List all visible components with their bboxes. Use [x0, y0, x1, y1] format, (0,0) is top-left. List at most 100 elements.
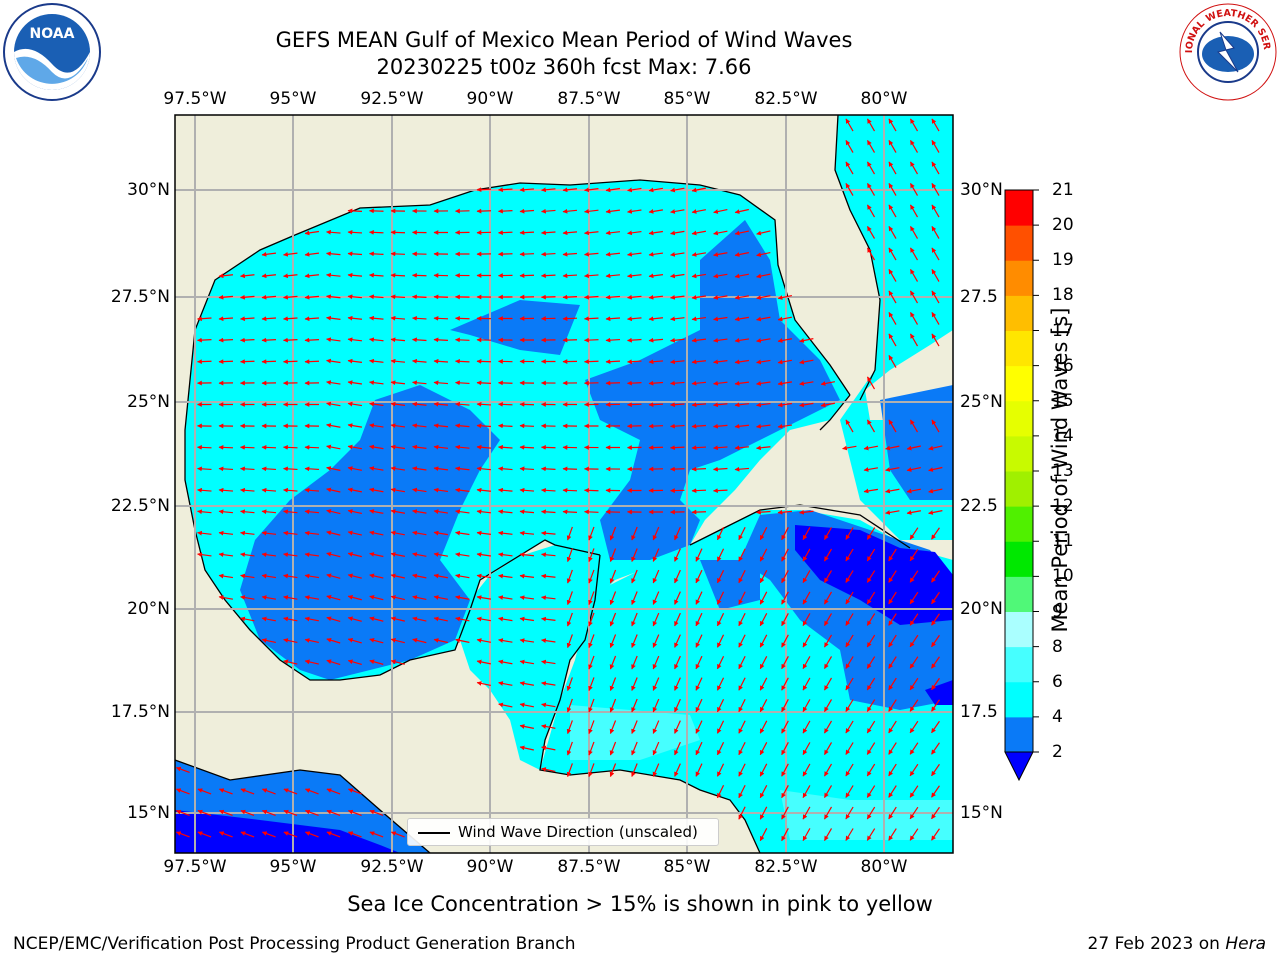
wind-arrow	[866, 785, 876, 798]
wind-arrow	[909, 720, 919, 734]
wind-arrow	[498, 702, 513, 708]
wind-arrow	[674, 612, 681, 627]
wind-arrow	[605, 187, 621, 193]
wind-arrow	[716, 741, 725, 756]
wind-arrow	[799, 509, 814, 515]
wind-arrow	[261, 573, 277, 579]
nws-logo-icon: NATIONAL WEATHER SERVICE	[1174, 0, 1278, 102]
wind-arrow	[476, 423, 492, 429]
wind-arrow	[866, 742, 876, 755]
wind-arrow	[670, 316, 685, 322]
wind-arrow	[240, 573, 255, 579]
wind-arrow	[713, 359, 728, 365]
wind-arrow	[909, 656, 919, 669]
wind-arrow	[799, 359, 814, 365]
wind-arrow	[498, 509, 513, 515]
wind-arrow	[931, 140, 940, 153]
wind-arrow	[716, 677, 725, 691]
wind-arrow	[863, 467, 878, 472]
wind-arrow	[738, 569, 746, 584]
wind-arrow	[519, 681, 534, 686]
wind-arrow	[326, 401, 341, 407]
wind-arrow	[713, 295, 728, 300]
wind-arrow	[498, 423, 513, 429]
colorbar-segment	[1005, 576, 1033, 612]
wind-arrow	[240, 444, 255, 450]
wind-arrow	[866, 828, 876, 841]
wind-arrow	[412, 401, 427, 407]
wind-arrow	[845, 570, 854, 583]
wind-arrow	[390, 337, 406, 343]
wind-arrow	[283, 294, 298, 300]
wind-arrow	[823, 699, 833, 712]
wind-arrow	[648, 294, 664, 300]
wind-arrow	[759, 527, 768, 541]
graticule	[175, 115, 953, 853]
wind-arrow	[695, 677, 703, 691]
wind-arrow	[734, 423, 750, 429]
wind-arrow	[304, 831, 319, 838]
colorbar-segment	[1005, 435, 1033, 472]
wind-arrow	[888, 699, 897, 712]
wind-arrow	[674, 548, 681, 562]
wind-arrow	[802, 548, 811, 562]
lon-tick-bottom: 92.5°W	[360, 857, 424, 877]
colorbar-tick-label: 6	[1052, 671, 1063, 692]
wind-arrow	[584, 316, 599, 322]
wind-arrow	[627, 380, 642, 386]
wind-arrow	[566, 634, 573, 649]
lon-tick-bottom: 87.5°W	[557, 857, 621, 877]
wind-arrow	[609, 720, 617, 734]
wind-arrow	[802, 699, 811, 713]
wind-arrow	[261, 466, 277, 472]
wind-arrow	[218, 788, 233, 795]
wind-arrow	[605, 337, 621, 343]
wind-arrow	[756, 381, 771, 386]
wind-arrow	[519, 487, 535, 493]
wind-arrow	[476, 401, 492, 407]
wind-arrow	[562, 509, 578, 515]
colorbar-tick-label: 20	[1052, 215, 1074, 236]
wind-arrow	[369, 573, 384, 579]
colorbar-tick-label: 8	[1052, 636, 1063, 657]
wind-arrow	[652, 612, 660, 627]
wind-arrow	[519, 530, 535, 536]
colorbar-segment	[1005, 295, 1033, 331]
wind-arrow	[283, 809, 298, 816]
wind-arrow	[326, 358, 341, 364]
wind-arrow	[588, 655, 595, 670]
wind-arrow	[541, 659, 556, 665]
wind-arrow	[691, 445, 707, 451]
wind-arrow	[283, 831, 298, 838]
wind-arrow	[777, 381, 793, 386]
wind-arrow	[888, 204, 897, 218]
wind-arrow	[652, 655, 660, 670]
wind-arrow	[347, 229, 363, 235]
wind-arrow	[631, 698, 638, 713]
wind-arrow	[455, 358, 470, 364]
wind-arrow	[713, 380, 728, 386]
wind-arrow	[197, 788, 212, 795]
wind-arrow	[347, 358, 363, 364]
wind-arrow	[888, 570, 897, 583]
wind-arrow	[863, 488, 879, 494]
wind-arrow	[455, 616, 470, 622]
wind-arrow	[909, 570, 919, 583]
wind-arrow	[609, 677, 617, 691]
wind-arrow	[781, 699, 789, 713]
wind-arrow	[433, 638, 448, 644]
wind-arrow	[283, 573, 298, 579]
colorbar-tick-label: 9	[1052, 601, 1063, 622]
wind-arrow	[609, 526, 617, 541]
wind-arrow	[218, 552, 234, 558]
wind-arrow	[631, 591, 638, 605]
wind-arrow	[304, 294, 320, 300]
wind-arrow	[670, 402, 685, 408]
wind-arrow	[609, 655, 617, 670]
wind-arrow	[326, 637, 341, 644]
colorbar-tick-label: 18	[1052, 285, 1074, 306]
wind-arrow	[541, 487, 556, 493]
wind-arrow	[691, 466, 707, 472]
wind-arrow	[283, 530, 298, 536]
wind-arrow	[888, 548, 897, 562]
